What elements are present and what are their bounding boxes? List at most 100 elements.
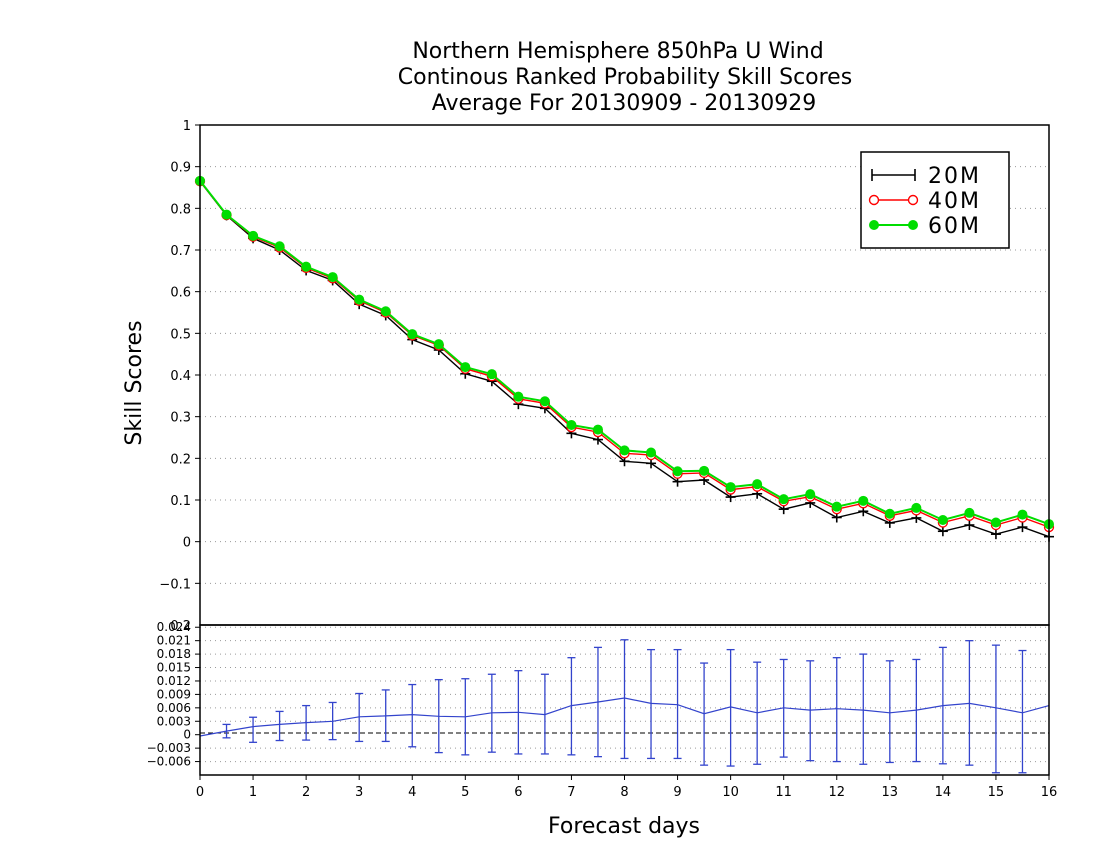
point-60m	[884, 508, 895, 519]
x-tick-label: 8	[620, 785, 628, 800]
point-60m	[486, 369, 497, 380]
point-60m	[274, 241, 285, 252]
point-60m	[752, 479, 763, 490]
point-60m	[301, 261, 312, 272]
upper-y-tick-label: 0.8	[170, 202, 191, 217]
upper-y-tick-label: 0	[183, 536, 191, 551]
legend-entry-20m: 20M	[871, 164, 981, 189]
x-tick-label: 11	[775, 785, 792, 800]
point-60m	[619, 445, 630, 456]
x-tick-label: 4	[408, 785, 416, 800]
error-bar	[885, 660, 894, 764]
point-60m	[566, 420, 577, 430]
x-axis-title: Forecast days	[548, 814, 700, 839]
point-20m	[1017, 522, 1028, 533]
point-60m	[672, 466, 683, 477]
point-60m	[858, 495, 869, 506]
x-tick-label: 2	[302, 785, 310, 800]
legend-entry-60m: 60M	[869, 214, 981, 239]
upper-y-tick-label: 0.4	[170, 369, 191, 384]
lower-y-tick-label: 0.003	[157, 714, 191, 728]
x-tick-label: 16	[1041, 785, 1058, 800]
x-tick-label: 15	[988, 785, 1005, 800]
series-60m	[195, 175, 1054, 530]
upper-y-tick-label: 0.9	[170, 161, 191, 176]
error-bar	[620, 639, 629, 760]
x-tick-label: 3	[355, 785, 363, 800]
upper-y-ticks: −0.1 0 0.1 0.2 0.3 0.4 0.5 0.6 0.7 0.8 0.9 1 0.2	[159, 119, 200, 634]
point-60m	[513, 391, 524, 402]
chart-period: Average For 20130909 - 20130929	[432, 91, 817, 116]
x-tick-label: 13	[882, 785, 899, 800]
legend: 20M 40M 60M	[860, 151, 1010, 249]
lower-y-tick-label: 0.012	[157, 674, 191, 688]
error-bar	[408, 683, 417, 748]
upper-y-tick-label: 1	[183, 119, 191, 134]
point-60m	[937, 515, 948, 525]
chart-title: Northern Hemisphere 850hPa U Wind	[412, 39, 823, 64]
difference-series	[199, 639, 1050, 774]
lower-y-tick-label: 0.021	[157, 634, 191, 648]
lower-y-tick-label: 0.018	[157, 647, 191, 661]
point-20m	[964, 520, 975, 530]
point-60m	[248, 230, 259, 241]
point-60m	[699, 465, 710, 476]
lower-y-tick-label: −0.003	[147, 741, 191, 755]
point-60m	[460, 362, 471, 373]
point-60m	[539, 396, 550, 407]
point-60m	[990, 517, 1001, 528]
error-bar	[249, 716, 258, 743]
lower-y-tick-label: 0.006	[157, 701, 191, 715]
point-60m	[725, 482, 736, 493]
error-bar	[673, 648, 682, 760]
lower-y-ticks: −0.006−0.00300.0030.0060.0090.0120.0150.…	[147, 620, 200, 769]
x-tick-label: 14	[935, 785, 952, 800]
lower-y-tick-label: −0.006	[147, 755, 191, 769]
point-60m	[911, 502, 922, 513]
legend-entry-40m: 40M	[868, 189, 981, 214]
error-bar	[647, 648, 656, 760]
point-60m	[327, 272, 338, 283]
point-60m	[354, 294, 365, 305]
y-axis-title: Skill Scores	[122, 320, 147, 445]
upper-y-tick-label: 0.7	[170, 244, 191, 259]
upper-y-tick-label-bottom: 0.2	[170, 619, 191, 634]
point-20m	[990, 529, 1001, 540]
legend-label-20m: 20M	[928, 164, 981, 189]
point-60m	[778, 494, 789, 505]
point-60m	[592, 424, 603, 435]
point-60m	[221, 209, 232, 220]
error-bar	[726, 648, 735, 767]
point-60m	[433, 339, 444, 350]
lower-series-group	[199, 639, 1050, 774]
x-tick-label: 9	[673, 785, 681, 800]
error-bar	[806, 660, 815, 762]
error-bar	[991, 644, 1000, 774]
error-bar	[832, 657, 841, 763]
lower-y-tick-label: 0	[183, 728, 191, 742]
point-60m	[831, 501, 842, 512]
x-tick-label: 1	[249, 785, 257, 800]
error-bar	[275, 710, 284, 742]
point-60m	[1017, 509, 1028, 520]
lower-y-tick-label: 0.024	[157, 620, 191, 634]
point-60m	[380, 306, 391, 317]
legend-label-60m: 60M	[928, 214, 981, 239]
difference-panel: −0.006−0.00300.0030.0060.0090.0120.0150.…	[147, 620, 1050, 776]
x-tick-label: 12	[828, 785, 845, 800]
x-tick-label: 0	[196, 785, 204, 800]
point-60m	[407, 329, 418, 340]
point-60m	[646, 447, 657, 458]
x-tick-label: 10	[722, 785, 739, 800]
lower-y-tick-label: 0.015	[157, 661, 191, 675]
upper-y-tick-label: 0.3	[170, 411, 191, 426]
point-60m	[805, 489, 816, 500]
upper-y-tick-label: 0.6	[170, 286, 191, 301]
error-bar	[859, 653, 868, 765]
legend-label-40m: 40M	[928, 189, 981, 214]
lower-y-tick-label: 0.009	[157, 687, 191, 701]
upper-y-tick-label: 0.5	[170, 327, 191, 342]
skill-score-panel: −0.1 0 0.1 0.2 0.3 0.4 0.5 0.6 0.7 0.8 0.9 1 0.2	[159, 119, 1055, 634]
error-bar	[567, 657, 576, 756]
